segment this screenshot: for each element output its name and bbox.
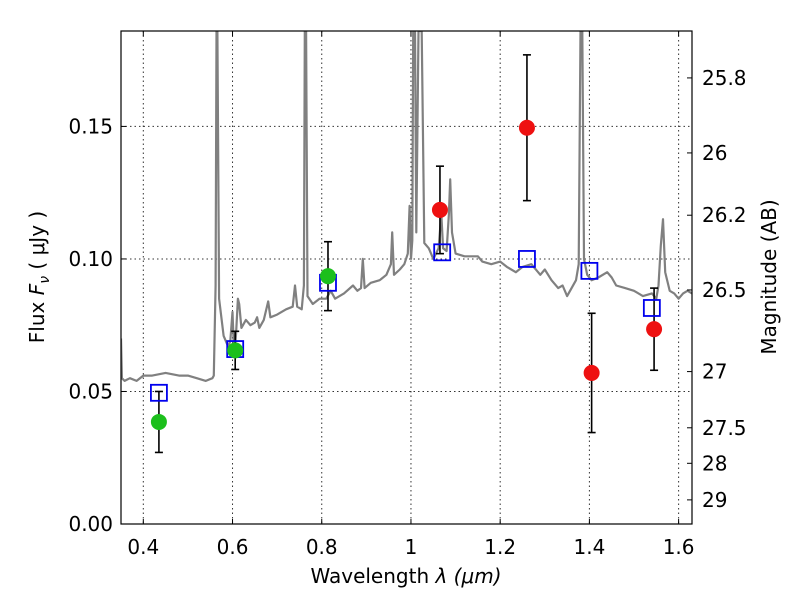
green-data-point	[227, 342, 244, 359]
x-tick-label: 0.8	[306, 535, 338, 559]
green-data-point	[319, 268, 336, 285]
y-axis-left-label: Flux Fν ( μJy )	[25, 211, 53, 343]
x-tick-label: 1	[405, 535, 418, 559]
magnitude-tick-label: 27	[702, 360, 727, 384]
model-square-point	[580, 261, 599, 280]
plot-frame	[120, 30, 693, 525]
spectrum-line	[121, 31, 692, 382]
magnitude-tick-label: 29	[702, 488, 727, 512]
x-tick-label: 1.2	[484, 535, 516, 559]
x-tick-label: 1.6	[663, 535, 695, 559]
y-tick-label: 0.05	[68, 379, 113, 403]
x-axis-label: Wavelength λ (μm)	[310, 564, 501, 588]
red-data-point	[431, 201, 448, 218]
spectrum-layer	[121, 31, 692, 382]
red-data-point	[583, 364, 600, 381]
red-data-point	[518, 119, 535, 136]
x-axis: 0.4 0.6 0.8 1 1.2 1.4 1.6	[127, 31, 695, 559]
magnitude-tick-label: 26	[702, 141, 727, 165]
magnitude-tick-label: 27.5	[702, 416, 747, 440]
y-axis-right-label: Magnitude (AB)	[757, 199, 781, 354]
grid	[121, 31, 692, 524]
green-data-point	[150, 413, 167, 430]
x-tick-label: 0.6	[217, 535, 249, 559]
y-axis-right: 25.8 26 26.2 26.5 27 27.5 28 29	[687, 66, 747, 512]
model-square-point	[518, 250, 536, 268]
y-tick-label: 0.10	[68, 247, 113, 271]
y-tick-label: 0.15	[68, 114, 113, 138]
red-data-point	[646, 321, 663, 338]
magnitude-tick-label: 25.8	[702, 66, 747, 90]
x-tick-label: 0.4	[127, 535, 159, 559]
data-markers	[150, 54, 663, 454]
magnitude-tick-label: 26.5	[702, 278, 747, 302]
y-tick-label: 0.00	[68, 512, 113, 536]
y-axis-left: 0.00 0.05 0.10 0.15	[68, 114, 126, 536]
model-square-point	[642, 299, 661, 317]
magnitude-tick-label: 28	[702, 451, 727, 475]
magnitude-tick-label: 26.2	[702, 203, 747, 227]
model-square-point	[150, 383, 168, 402]
model-square-point	[433, 243, 452, 262]
x-tick-label: 1.4	[573, 535, 605, 559]
